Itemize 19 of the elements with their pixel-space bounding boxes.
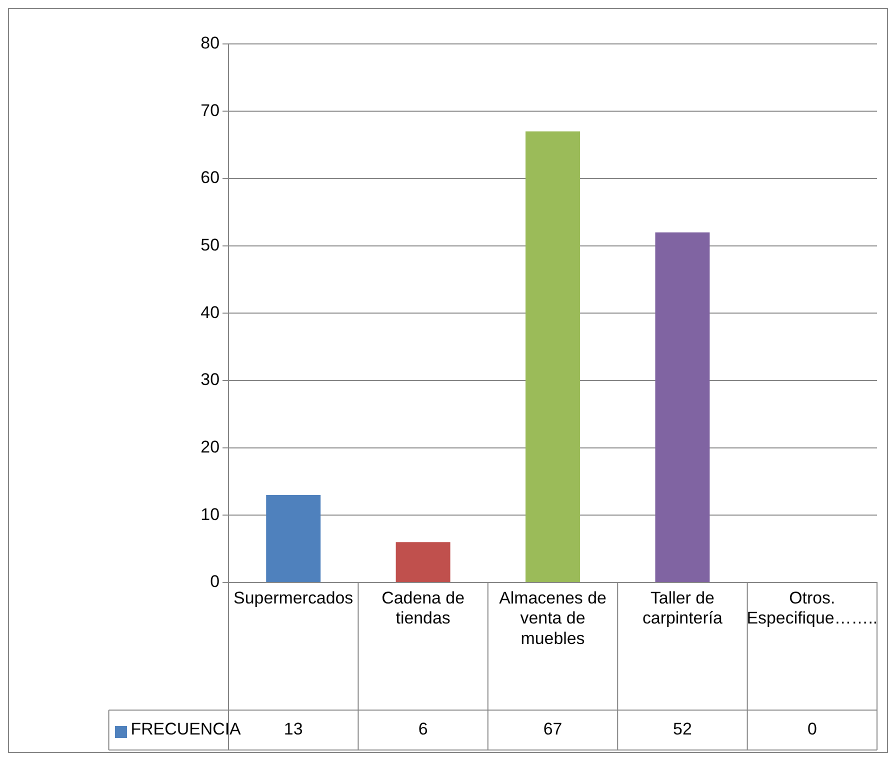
data-label: 6: [418, 720, 428, 739]
y-tick-label: 0: [210, 572, 220, 592]
y-tick-label: 80: [200, 34, 220, 53]
y-tick-label: 40: [200, 302, 220, 322]
data-label: 67: [543, 720, 562, 739]
y-tick-label: 20: [200, 437, 220, 456]
x-tick-label: Almacenes de venta de muebles: [499, 588, 606, 648]
data-label: 13: [284, 720, 303, 739]
y-tick-label: 60: [200, 168, 220, 188]
y-tick-label: 30: [200, 370, 220, 390]
y-tick-label: 70: [200, 100, 220, 120]
x-tick-label: Supermercados: [234, 588, 354, 608]
x-tick-label: Taller de carpintería: [642, 588, 724, 628]
x-tick-label: Otros. Especifique……..: [746, 588, 878, 628]
x-tick-label: Cadena de tiendas: [382, 588, 465, 628]
y-tick-label: 50: [200, 236, 220, 255]
data-label: 52: [673, 720, 692, 739]
data-label: 0: [807, 720, 817, 739]
y-tick-label: 10: [200, 504, 220, 524]
